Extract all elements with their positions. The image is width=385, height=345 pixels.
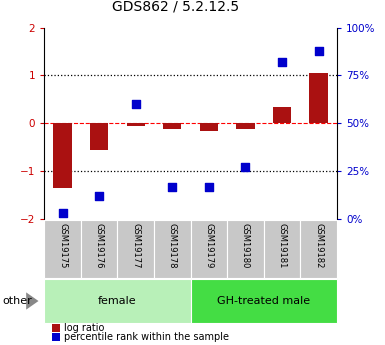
Bar	[200, 123, 218, 130]
Bar	[310, 73, 328, 123]
Bar	[163, 123, 181, 129]
Point	[96, 193, 102, 199]
Text: log ratio: log ratio	[64, 323, 104, 333]
Text: GH-treated male: GH-treated male	[217, 296, 310, 306]
Text: GSM19181: GSM19181	[278, 223, 286, 268]
Point	[169, 184, 176, 189]
Text: GSM19178: GSM19178	[168, 223, 177, 268]
Point	[132, 101, 139, 107]
Point	[206, 184, 212, 189]
Point	[59, 210, 65, 216]
Text: GSM19179: GSM19179	[204, 223, 213, 268]
Text: female: female	[98, 296, 137, 306]
Text: percentile rank within the sample: percentile rank within the sample	[64, 332, 229, 342]
Text: GSM19177: GSM19177	[131, 223, 140, 268]
Text: GDS862 / 5.2.12.5: GDS862 / 5.2.12.5	[112, 0, 239, 14]
Point	[279, 59, 285, 65]
Bar	[90, 123, 108, 150]
Point	[243, 165, 249, 170]
Text: GSM19176: GSM19176	[95, 223, 104, 268]
Bar	[236, 123, 254, 129]
Bar	[54, 123, 72, 188]
Text: GSM19175: GSM19175	[58, 223, 67, 268]
Text: GSM19180: GSM19180	[241, 223, 250, 268]
Point	[316, 48, 322, 53]
Text: other: other	[2, 296, 32, 306]
Bar	[127, 123, 145, 126]
Bar	[273, 107, 291, 123]
Text: GSM19182: GSM19182	[314, 223, 323, 268]
